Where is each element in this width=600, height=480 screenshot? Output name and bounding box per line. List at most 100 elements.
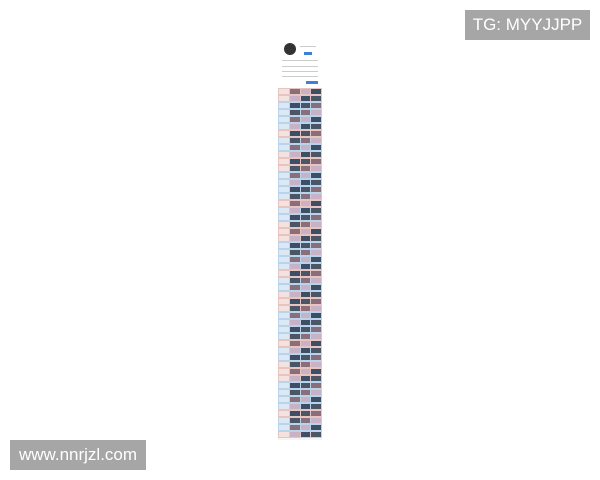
list-item[interactable] (278, 165, 322, 172)
list-item[interactable] (278, 207, 322, 214)
list-item[interactable] (278, 221, 322, 228)
list-item[interactable] (278, 319, 322, 326)
list-item[interactable] (278, 431, 322, 438)
follow-button[interactable] (304, 52, 312, 55)
item-label (279, 397, 289, 402)
item-thumbnail (311, 327, 321, 332)
item-thumbnail (300, 222, 311, 227)
list-item[interactable] (278, 123, 322, 130)
item-label (279, 306, 289, 311)
list-item[interactable] (278, 186, 322, 193)
item-thumbnail (311, 334, 321, 339)
item-thumbnail (300, 362, 311, 367)
list-item[interactable] (278, 158, 322, 165)
item-thumbnail (289, 369, 300, 374)
action-button[interactable] (306, 81, 318, 84)
list-item[interactable] (278, 102, 322, 109)
list-item[interactable] (278, 109, 322, 116)
item-label (279, 208, 289, 213)
list-item[interactable] (278, 193, 322, 200)
item-thumbnail (300, 159, 311, 164)
item-thumbnail (300, 208, 311, 213)
list-item[interactable] (278, 95, 322, 102)
item-thumbnail (300, 376, 311, 381)
list-item[interactable] (278, 326, 322, 333)
list-item[interactable] (278, 305, 322, 312)
item-thumbnail (300, 425, 311, 430)
item-thumbnail (311, 208, 321, 213)
item-thumbnail (311, 215, 321, 220)
item-thumbnail (311, 222, 321, 227)
item-thumbnail (289, 383, 300, 388)
item-thumbnail (311, 432, 321, 437)
item-thumbnail (300, 96, 311, 101)
item-label (279, 362, 289, 367)
list-item[interactable] (278, 424, 322, 431)
item-thumbnail (289, 173, 300, 178)
list-item[interactable] (278, 256, 322, 263)
list-item[interactable] (278, 340, 322, 347)
item-thumbnail (300, 383, 311, 388)
item-label (279, 432, 289, 437)
list-item[interactable] (278, 151, 322, 158)
list-item[interactable] (278, 284, 322, 291)
list-item[interactable] (278, 270, 322, 277)
list-item[interactable] (278, 179, 322, 186)
item-thumbnail (289, 292, 300, 297)
list-item[interactable] (278, 312, 322, 319)
watermark-url: www.nnrjzl.com (10, 440, 146, 470)
list-item[interactable] (278, 382, 322, 389)
list-item[interactable] (278, 200, 322, 207)
list-item[interactable] (278, 368, 322, 375)
list-item[interactable] (278, 228, 322, 235)
list-item[interactable] (278, 242, 322, 249)
item-thumbnail (311, 131, 321, 136)
list-item[interactable] (278, 116, 322, 123)
list-item[interactable] (278, 389, 322, 396)
list-item[interactable] (278, 347, 322, 354)
list-item[interactable] (278, 333, 322, 340)
list-item[interactable] (278, 417, 322, 424)
list-item[interactable] (278, 277, 322, 284)
item-thumbnail (289, 159, 300, 164)
item-thumbnail (300, 229, 311, 234)
item-thumbnail (289, 376, 300, 381)
list-item[interactable] (278, 403, 322, 410)
list-item[interactable] (278, 361, 322, 368)
item-label (279, 187, 289, 192)
list-item[interactable] (278, 263, 322, 270)
item-thumbnail (311, 313, 321, 318)
list-item[interactable] (278, 88, 322, 95)
list-item[interactable] (278, 214, 322, 221)
list-item[interactable] (278, 235, 322, 242)
item-thumbnail (289, 103, 300, 108)
list-item[interactable] (278, 354, 322, 361)
item-label (279, 201, 289, 206)
item-thumbnail (311, 306, 321, 311)
list-item[interactable] (278, 291, 322, 298)
item-thumbnail (289, 201, 300, 206)
item-thumbnail (300, 124, 311, 129)
list-item[interactable] (278, 144, 322, 151)
list-item[interactable] (278, 410, 322, 417)
item-thumbnail (311, 180, 321, 185)
item-thumbnail (300, 187, 311, 192)
item-thumbnail (300, 250, 311, 255)
item-thumbnail (300, 320, 311, 325)
list-item[interactable] (278, 172, 322, 179)
item-label (279, 313, 289, 318)
list-item[interactable] (278, 249, 322, 256)
list-item[interactable] (278, 298, 322, 305)
list-item[interactable] (278, 375, 322, 382)
item-label (279, 383, 289, 388)
item-thumbnail (300, 173, 311, 178)
item-label (279, 264, 289, 269)
list-item[interactable] (278, 396, 322, 403)
item-thumbnail (300, 418, 311, 423)
item-thumbnail (311, 229, 321, 234)
item-thumbnail (311, 194, 321, 199)
list-item[interactable] (278, 130, 322, 137)
item-thumbnail (300, 117, 311, 122)
list-item[interactable] (278, 137, 322, 144)
item-thumbnail (300, 369, 311, 374)
